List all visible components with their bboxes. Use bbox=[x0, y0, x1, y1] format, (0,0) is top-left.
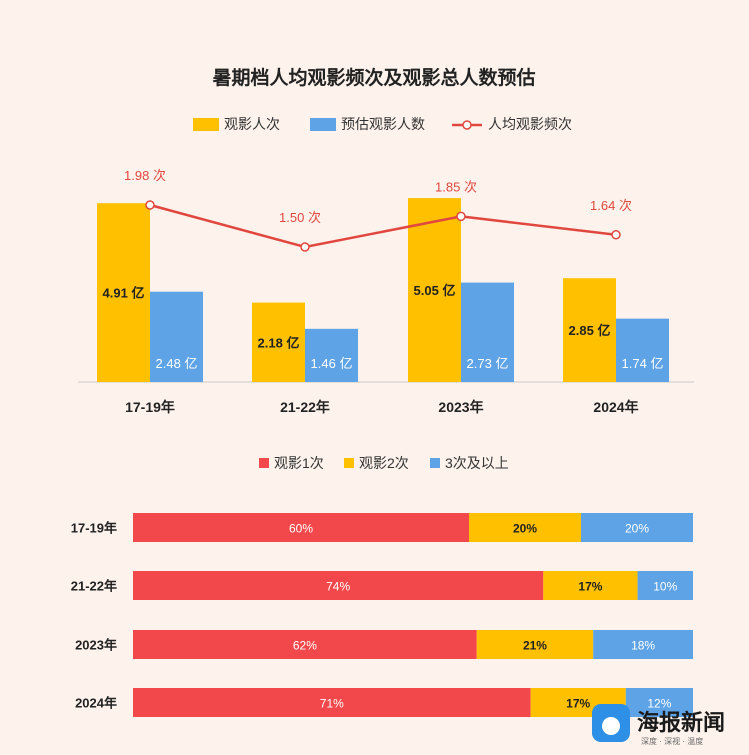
bar-viewers-label: 1.46 亿 bbox=[311, 356, 353, 371]
bar-viewers bbox=[150, 291, 203, 382]
bar-visits bbox=[408, 198, 461, 382]
stacked-segment bbox=[581, 513, 693, 542]
bar-group: 4.91 亿 2.48 亿 17-19年 bbox=[97, 203, 203, 415]
row-label: 2024年 bbox=[75, 696, 117, 711]
bar-visits bbox=[252, 302, 305, 382]
frequency-line bbox=[149, 203, 617, 249]
bottom-chart: 观影1次 观影2次 3次及以上 17-19年 60% 20% 20% 21-22年 74% 17%… bbox=[71, 455, 693, 717]
bar-visits-label: 4.91 亿 bbox=[103, 286, 145, 301]
legend-label-frequency: 人均观影频次 bbox=[488, 116, 572, 132]
frequency-label: 1.98 次 bbox=[124, 168, 166, 183]
legend-label: 观影2次 bbox=[359, 455, 409, 471]
watermark-tagline: 深度 · 深视 · 温度 bbox=[641, 736, 703, 746]
bar-viewers-label: 2.48 亿 bbox=[156, 356, 198, 371]
bottom-legend: 观影1次 观影2次 3次及以上 bbox=[259, 455, 509, 471]
bar-viewers-label: 2.73 亿 bbox=[467, 356, 509, 371]
watermark-name: 海报新闻 bbox=[637, 710, 725, 735]
stacked-segment bbox=[469, 513, 581, 542]
frequency-label: 1.64 次 bbox=[590, 198, 632, 213]
row-label: 2023年 bbox=[75, 638, 117, 653]
stacked-segment bbox=[476, 630, 594, 659]
bar-visits-label: 2.18 亿 bbox=[258, 335, 300, 350]
legend-label-viewers: 预估观影人数 bbox=[341, 116, 425, 132]
segment-label: 21% bbox=[523, 639, 547, 653]
legend-label-visits: 观影人次 bbox=[224, 116, 280, 132]
bar-viewers bbox=[461, 282, 514, 382]
legend-swatch bbox=[344, 458, 354, 468]
bar-visits bbox=[563, 278, 616, 382]
bar-group: 5.05 亿 2.73 亿 2023年 bbox=[408, 198, 514, 415]
frequency-point bbox=[300, 242, 310, 252]
legend-label: 3次及以上 bbox=[445, 455, 509, 471]
segment-label: 20% bbox=[625, 522, 649, 536]
stacked-segment bbox=[133, 571, 544, 600]
bar-viewers bbox=[616, 318, 669, 382]
stacked-segment bbox=[133, 630, 477, 659]
segment-label: 74% bbox=[326, 580, 350, 594]
chart-title: 暑期档人均观影频次及观影总人数预估 bbox=[212, 66, 535, 89]
frequency-label: 1.50 次 bbox=[279, 210, 321, 225]
stacked-segment bbox=[133, 513, 469, 542]
stacked-segment bbox=[637, 571, 693, 600]
bar-viewers bbox=[305, 328, 358, 382]
frequency-point bbox=[456, 211, 466, 222]
bar-visits-label: 5.05 亿 bbox=[414, 283, 456, 298]
frequency-label: 1.85 次 bbox=[435, 179, 477, 194]
stacked-segment bbox=[625, 688, 693, 717]
stacked-row: 2023年 62% 21% 18% bbox=[75, 630, 693, 659]
bar-visits bbox=[97, 203, 150, 382]
stacked-row: 21-22年 74% 17% 10% bbox=[71, 571, 693, 600]
stacked-row: 17-19年 60% 20% 20% bbox=[71, 513, 693, 542]
bar-viewers-label: 1.74 亿 bbox=[622, 356, 664, 371]
segment-label: 62% bbox=[293, 639, 317, 653]
segment-label: 17% bbox=[578, 580, 602, 594]
x-tick-label: 2023年 bbox=[438, 399, 483, 415]
legend-swatch bbox=[430, 458, 440, 468]
row-label: 21-22年 bbox=[71, 579, 117, 594]
legend-label: 观影1次 bbox=[274, 455, 324, 471]
stacked-segment bbox=[593, 630, 693, 659]
segment-label: 12% bbox=[647, 697, 671, 711]
x-tick-label: 21-22年 bbox=[280, 399, 330, 415]
bar-visits-label: 2.85 亿 bbox=[569, 323, 611, 338]
segment-label: 60% bbox=[289, 522, 313, 536]
stacked-segment bbox=[543, 571, 638, 600]
segment-label: 18% bbox=[631, 639, 655, 653]
x-tick-label: 2024年 bbox=[593, 399, 638, 415]
segment-label: 10% bbox=[653, 580, 677, 594]
legend-marker-frequency bbox=[462, 120, 472, 130]
segment-label: 71% bbox=[320, 697, 344, 711]
row-label: 17-19年 bbox=[71, 521, 117, 536]
segment-label: 17% bbox=[566, 697, 590, 711]
bar-group: 2.85 亿 1.74 亿 2024年 bbox=[563, 278, 669, 415]
frequency-point bbox=[145, 200, 155, 210]
x-tick-label: 17-19年 bbox=[125, 399, 175, 415]
top-legend: 观影人次 预估观影人数 人均观影频次 bbox=[193, 116, 572, 132]
legend-swatch-viewers bbox=[310, 118, 336, 131]
legend-swatch bbox=[259, 458, 269, 468]
segment-label: 20% bbox=[513, 522, 537, 536]
frequency-point bbox=[611, 230, 621, 240]
bar-group: 2.18 亿 1.46 亿 21-22年 bbox=[252, 302, 358, 415]
watermark-logo-mark bbox=[602, 717, 620, 735]
legend-swatch-visits bbox=[193, 118, 219, 131]
stacked-segment bbox=[133, 688, 531, 717]
